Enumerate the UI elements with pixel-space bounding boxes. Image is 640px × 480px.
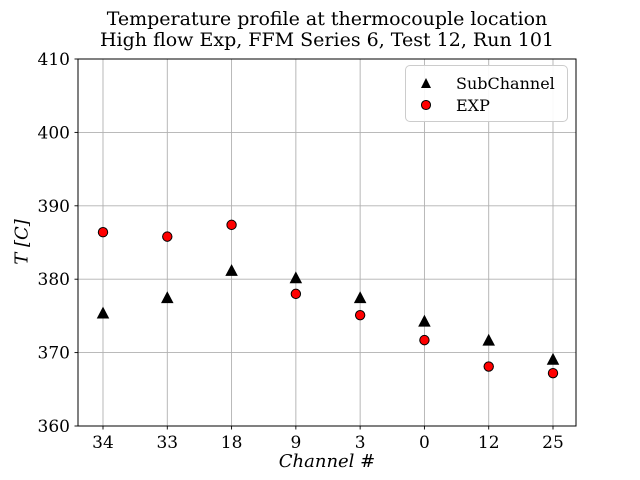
data-point-subchannel — [482, 333, 495, 346]
x-tick-label: 34 — [92, 433, 114, 453]
data-point-exp — [483, 361, 494, 372]
chart-title: Temperature profile at thermocouple loca… — [78, 9, 576, 51]
legend-label-exp: EXP — [456, 95, 490, 115]
data-point-exp — [162, 231, 173, 242]
data-point-exp — [290, 288, 302, 300]
chart-title-line1: Temperature profile at thermocouple loca… — [106, 8, 548, 30]
data-point-subchannel — [225, 264, 238, 276]
x-tick-label: 18 — [221, 433, 243, 453]
x-tick-label: 9 — [290, 433, 301, 453]
data-point-exp — [97, 227, 109, 238]
legend-item-subchannel: SubChannel — [420, 72, 567, 94]
chart-title-line2: High flow Exp, FFM Series 6, Test 12, Ru… — [99, 29, 554, 51]
data-point-subchannel — [289, 271, 303, 284]
plot-border — [77, 58, 577, 427]
legend-label-subchannel: SubChannel — [456, 73, 555, 93]
x-tick-label: 12 — [478, 433, 500, 453]
legend-item-exp: EXP — [420, 94, 567, 116]
y-tick-label: 410 — [38, 50, 70, 70]
y-tick-label: 400 — [38, 123, 70, 143]
x-tick-label: 25 — [542, 433, 564, 453]
data-point-exp — [226, 219, 237, 231]
data-point-exp — [354, 309, 366, 321]
data-point-subchannel — [353, 291, 367, 304]
triangle-marker-icon — [420, 78, 432, 88]
x-axis-label: Channel # — [278, 451, 376, 472]
legend: SubChannel EXP — [405, 65, 568, 122]
data-point-exp — [547, 367, 559, 379]
x-tick-label: 33 — [156, 433, 178, 453]
y-tick-label: 370 — [38, 344, 70, 364]
x-tick-label: 3 — [355, 433, 366, 453]
data-point-subchannel — [546, 352, 560, 365]
data-point-subchannel — [96, 306, 110, 319]
data-point-subchannel — [161, 291, 174, 304]
y-tick-label: 380 — [38, 270, 70, 290]
data-point-exp — [419, 334, 430, 346]
x-tick-label: 0 — [419, 433, 430, 453]
circle-marker-icon — [420, 100, 432, 110]
data-point-subchannel — [418, 314, 431, 327]
y-tick-label: 390 — [38, 197, 70, 217]
y-tick-label: 360 — [38, 417, 70, 437]
y-axis-label: T [C] — [11, 219, 33, 265]
